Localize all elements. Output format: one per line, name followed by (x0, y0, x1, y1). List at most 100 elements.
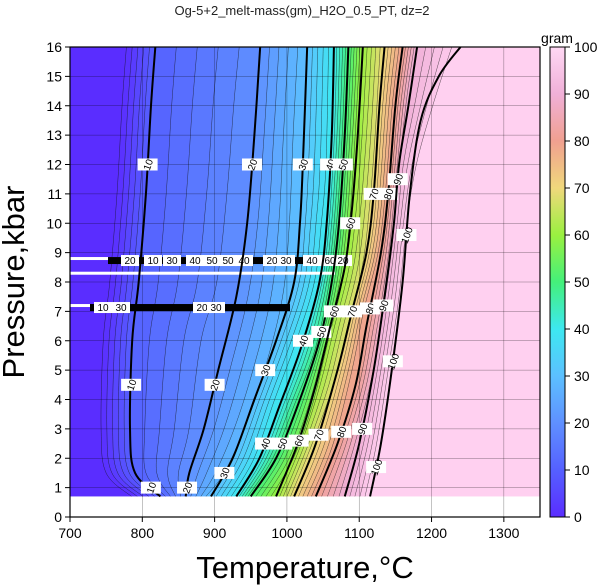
artifact-label: 30 (207, 302, 225, 314)
contour-label-bg (177, 481, 198, 494)
x-axis-ticks: 700 800 900 1000 1100 1200 1300 (58, 517, 520, 541)
y-tick-label: 12 (46, 157, 62, 173)
contour-label: 50 (276, 437, 290, 452)
contour-30: 30 30 30 (210, 47, 313, 497)
y-tick-label: 5 (54, 362, 62, 378)
major-contour-line (128, 47, 162, 498)
artifact-label-text: 20 (124, 256, 136, 267)
artifact-label-text: 30 (166, 256, 178, 267)
artifact-label-text: 30 (115, 303, 127, 314)
contour-label: 70 (313, 428, 327, 443)
contour-label-bg (373, 299, 394, 312)
contour-label-bg (387, 173, 408, 186)
contour-label-bg (323, 305, 344, 318)
x-tick-label: 1000 (271, 525, 302, 541)
artifact-bar-black (90, 304, 290, 312)
artifact-label-text: 40 (238, 256, 250, 267)
contour-label-bg (121, 378, 142, 391)
x-tick-label: 700 (58, 525, 82, 541)
artifact-label-text: 20 (266, 256, 278, 267)
artifact-label: 60 (321, 255, 339, 267)
y-tick-label: 16 (46, 39, 62, 55)
contour-label: 70 (346, 304, 360, 319)
artifact-label: 10 (144, 255, 162, 267)
contour-10: 10 10 10 (121, 47, 162, 498)
y-axis-label: Pressure,kbar (0, 186, 31, 379)
x-tick-label: 800 (131, 525, 155, 541)
minor-contour-line (364, 47, 453, 497)
contour-label: 50 (316, 325, 330, 340)
contour-label: 20 (246, 157, 260, 172)
artifact-label-text: 50 (206, 256, 218, 267)
colorbar-ticks: 0 10 20 30 40 50 60 70 80 90 100 (565, 39, 598, 525)
y-tick-label: 4 (54, 392, 62, 408)
colorbar-tick-label: 50 (574, 274, 590, 290)
contour-label: 30 (260, 363, 274, 378)
chart-title: Og-5+2_melt-mass(gm)_H2O_0.5_PT, dz=2 (174, 3, 429, 18)
contour-label-bg (204, 378, 225, 391)
colorbar-tick-label: 70 (574, 180, 590, 196)
contour-label: 80 (382, 187, 396, 202)
artifact-label: 20 (263, 255, 281, 267)
y-tick-label: 11 (47, 186, 62, 202)
artifact-bar-white (70, 271, 335, 275)
major-contours: 1010102020203030304040405050506060607070… (121, 47, 462, 498)
artifact-label-text: 20 (337, 256, 349, 267)
contour-label-bg (293, 334, 314, 347)
contour-label-bg (214, 466, 235, 479)
contour-label: 50 (337, 157, 351, 172)
x-axis-label: Temperature,°C (196, 550, 413, 585)
contour-label-bg (255, 437, 276, 450)
contour-label-bg (140, 481, 161, 494)
contour-label-bg (137, 158, 158, 171)
contour-label-bg (396, 229, 417, 241)
artifact-bar-white (70, 304, 90, 308)
major-contour-line (343, 47, 419, 497)
contour-label-bg (272, 437, 293, 450)
artifact-label: 50 (203, 255, 221, 267)
band-bottom-blank (70, 496, 540, 517)
contour-label-bg (308, 428, 329, 441)
artifact-label: 30 (163, 255, 181, 267)
contour-label: 20 (209, 378, 223, 393)
contour-label: 60 (328, 304, 342, 319)
artifact-label: 30 (277, 255, 295, 267)
contour-label-bg (366, 461, 387, 474)
major-contour-line (184, 47, 262, 497)
artifact-label-text: 30 (210, 303, 222, 314)
contour-label-bg (288, 434, 309, 447)
artifact-label-text: 40 (306, 256, 318, 267)
y-tick-label: 1 (54, 480, 62, 496)
contour-label: 10 (145, 481, 159, 496)
artifact-label: 40 (235, 255, 253, 267)
artifact-label: 40 (186, 255, 204, 267)
contour-label-bg (292, 158, 313, 171)
contour-label: 10 (142, 157, 156, 172)
contour-90: 90 90 90 (343, 47, 419, 497)
contour-label-bg (342, 305, 362, 318)
contour-label: 90 (356, 422, 370, 437)
artifact-label-text: 60 (324, 256, 336, 267)
colorbar-tick-label: 10 (574, 462, 590, 478)
y-tick-label: 0 (54, 509, 62, 525)
contour-label: 60 (345, 216, 359, 231)
x-tick-label: 1300 (488, 525, 519, 541)
colorbar-tick-label: 0 (574, 509, 582, 525)
artifact-label-text: 50 (222, 256, 234, 267)
contour-label: 80 (335, 425, 349, 440)
artifact-label-text: 20 (196, 303, 208, 314)
colorbar-tick-label: 100 (574, 39, 598, 55)
contour-label: 20 (181, 481, 195, 496)
y-tick-label: 8 (54, 274, 62, 290)
x-tick-label: 900 (203, 525, 227, 541)
colorbar-label: gram (541, 30, 573, 46)
x-tick-label: 1200 (416, 525, 447, 541)
contour-label-bg (332, 158, 353, 171)
minor-contour-line (359, 47, 444, 497)
contour-60: 60 60 60 (275, 47, 364, 497)
artifact-label: 50 (219, 255, 237, 267)
